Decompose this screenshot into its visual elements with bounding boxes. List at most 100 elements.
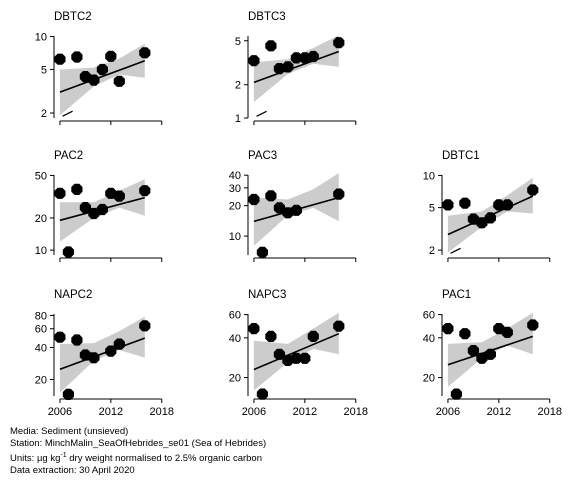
panel-napc3: NAPC3 20 40 60 2006 2012 2018 [229,289,368,418]
data-point [476,217,488,229]
panel-dbtc3: DBTC3 1 2 5 [235,11,357,125]
y-tick-label: 5 [41,64,47,76]
data-point [333,37,345,49]
data-point [501,326,513,338]
panel-title: DBTC3 [248,11,286,23]
x-tick-label: 2012 [99,406,123,418]
x-tick-label: 2006 [48,406,72,418]
data-point [450,388,462,400]
y-tick-label: 40 [229,170,241,182]
panel-title: NAPC2 [54,289,92,301]
data-point [105,345,117,357]
less-than-marker [450,247,461,254]
data-point [96,63,108,76]
y-tick-label: 20 [423,373,435,385]
data-point [442,323,454,335]
trend-line [253,332,340,371]
y-tick-label: 10 [423,170,435,182]
y-tick-label: 60 [35,324,47,336]
footer: Media: Sediment (unsieved) Station: Minc… [10,426,266,477]
trend-line [59,60,146,93]
footer-units-suffix: dry weight normalised to 2.5% organic ca… [66,453,262,465]
data-point [113,338,125,350]
y-tick-label: 2 [235,80,241,92]
y-tick-label: 40 [35,342,47,354]
panel-title: PAC2 [54,150,83,162]
panel-napc2: NAPC2 20 40 60 80 2006 2012 2018 [35,289,174,418]
less-than-marker [256,110,267,117]
x-tick-label: 2006 [436,406,460,418]
x-tick-label: 2012 [487,406,511,418]
panel-title: NAPC3 [248,289,286,301]
footer-station: Station: MinchMalin_SeaOfHebrides_se01 (… [10,438,267,449]
data-point [265,190,277,202]
data-point [54,53,66,65]
data-point [307,50,319,63]
x-tick-label: 2018 [538,406,562,418]
data-point [273,348,285,360]
data-point [307,330,319,342]
data-point [54,331,66,343]
data-point [476,352,488,364]
data-point [265,40,277,52]
y-tick-label: 20 [229,373,241,385]
data-point [493,199,505,211]
data-point [256,388,268,400]
data-point [62,388,74,400]
data-point [333,320,345,332]
y-tick-label: 10 [35,245,47,257]
y-tick-label: 1 [235,113,241,125]
data-point [139,185,151,197]
data-point [71,334,83,346]
panel-pac1: PAC1 20 40 60 2006 2012 2018 [423,289,562,418]
confidence-band [59,43,145,116]
data-point [290,52,302,64]
trend-line [59,337,146,370]
data-point [282,354,294,366]
data-point [273,63,285,75]
footer-units-exponent: -1 [60,452,67,459]
data-point [527,319,539,331]
panel-title: PAC1 [442,289,471,301]
data-point [484,348,496,360]
panel-title: DBTC2 [54,11,92,23]
data-point [139,320,151,332]
footer-extraction: Data extraction: 30 April 2020 [10,465,135,477]
data-point [256,246,268,258]
x-tick-label: 2018 [150,406,174,418]
data-point [105,50,117,62]
data-point [88,74,100,86]
data-point [459,197,471,209]
data-point [96,203,108,216]
y-tick-label: 50 [35,170,47,182]
data-point [265,330,277,342]
data-point [88,207,100,220]
data-point [333,188,345,200]
data-point [248,193,260,206]
y-tick-label: 20 [35,375,47,387]
confidence-band [59,316,145,393]
panel-title: PAC3 [248,150,277,162]
chart-area: DBTC22510DBTC3125PAC2102050PAC310203040D… [35,11,562,418]
y-tick-label: 2 [41,108,47,120]
data-point [88,352,100,364]
panel-pac2: PAC2 10 20 50 [35,150,163,262]
y-tick-label: 40 [229,333,241,345]
y-tick-label: 60 [423,310,435,322]
data-point [105,187,117,199]
data-point [79,349,91,361]
data-point [299,352,311,364]
confidence-band [253,35,339,102]
data-point [290,204,302,216]
x-tick-label: 2012 [293,406,317,418]
data-point [71,183,83,195]
x-tick-label: 2018 [344,406,368,418]
data-point [467,345,479,357]
y-tick-label: 20 [229,201,241,213]
data-point [282,61,294,73]
y-tick-label: 40 [423,333,435,345]
data-point [290,352,302,364]
data-point [79,202,91,214]
y-tick-label: 80 [35,310,47,322]
y-tick-label: 5 [235,36,241,48]
